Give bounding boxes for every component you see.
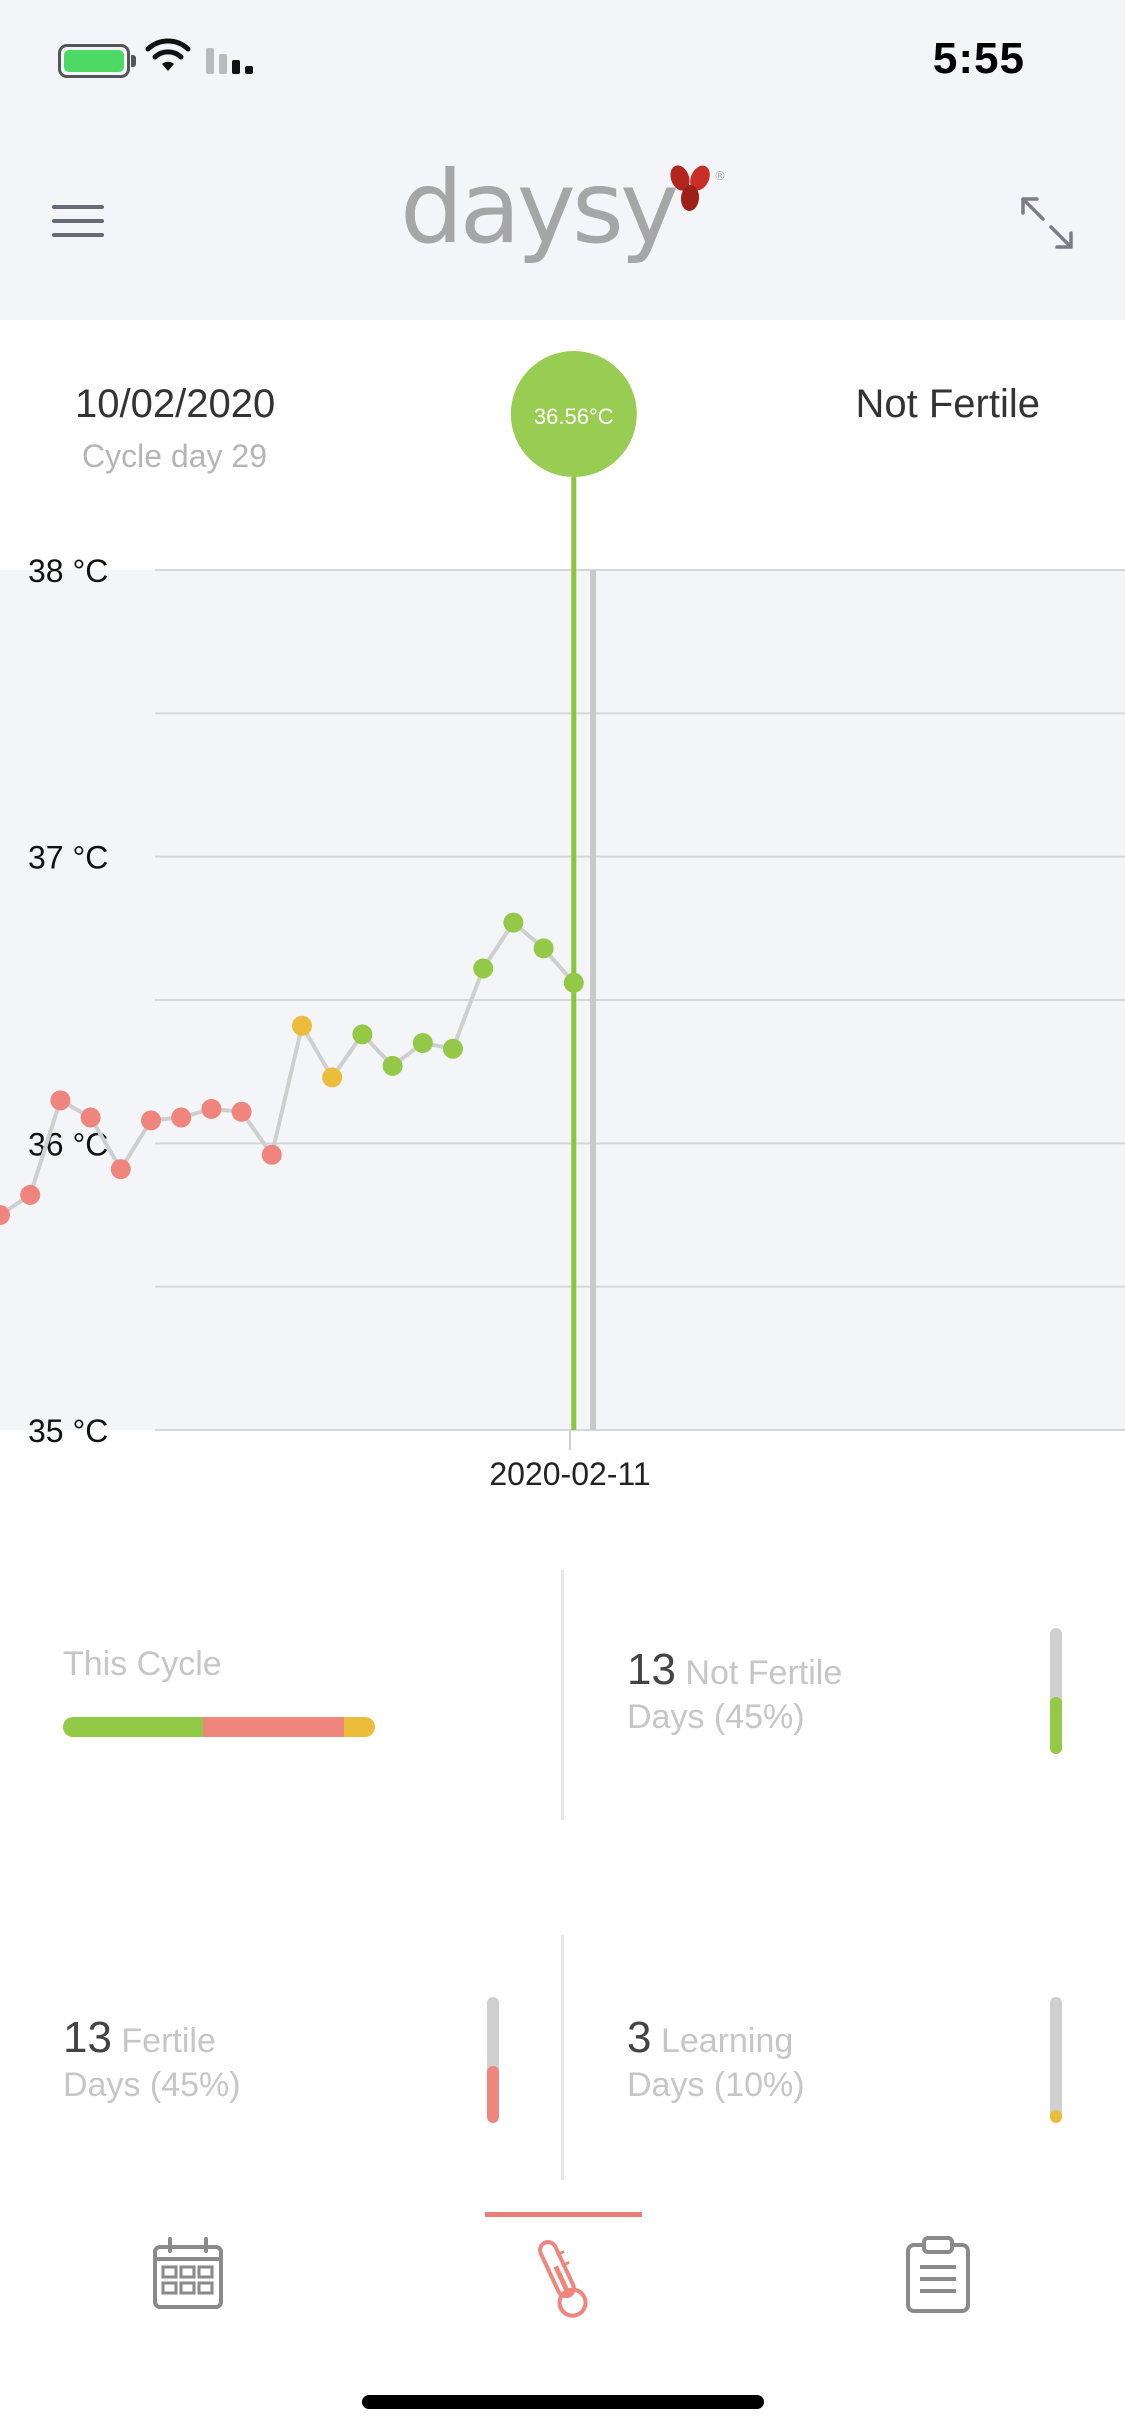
data-point — [322, 1067, 343, 1088]
selected-date: 10/02/2020 — [75, 382, 276, 426]
calendar-icon — [153, 2237, 223, 2309]
chart-svg[interactable]: 38 °C 37 °C 36 °C 35 °C 36.56°C 2020-02-11 — [0, 320, 1125, 1520]
learning-label: Learning — [660, 2022, 794, 2060]
app-header: daysy ® — [0, 130, 1125, 320]
expand-icon[interactable] — [1019, 195, 1075, 251]
data-point — [563, 972, 584, 993]
learning-stat: 3 Learning Days (10%) — [627, 2016, 805, 2107]
active-tab-indicator — [485, 2212, 642, 2217]
plot-margin — [0, 570, 155, 1430]
fertile-label: Fertile — [121, 2022, 216, 2060]
cycle-bar-segment-not_fertile — [63, 1717, 204, 1737]
selected-temp-label: 36.56°C — [534, 404, 614, 429]
data-point — [443, 1038, 463, 1059]
fertile-count: 13 — [63, 2013, 112, 2062]
stats-divider-top — [561, 1570, 564, 1820]
data-point — [201, 1098, 222, 1119]
svg-text:daysy: daysy — [400, 160, 677, 266]
not-fertile-bar — [1050, 1628, 1062, 1754]
wifi-icon — [145, 38, 191, 71]
fertility-status: Not Fertile — [855, 382, 1041, 426]
cycle-stats: This Cycle 13 Not Fertile Days (45%) 13 … — [0, 1560, 1125, 2185]
data-point — [80, 1107, 101, 1128]
fertile-days: Days (45%) — [63, 2066, 241, 2104]
thermometer-icon — [538, 2240, 588, 2318]
learning-days: Days (10%) — [627, 2066, 805, 2104]
tab-thermometer[interactable] — [482, 2235, 642, 2345]
data-point — [231, 1101, 252, 1122]
x-axis-label: 2020-02-11 — [489, 1456, 650, 1492]
data-point — [50, 1090, 71, 1111]
data-point — [261, 1144, 282, 1165]
battery-cap — [131, 55, 136, 67]
stats-divider-bottom — [561, 1935, 564, 2185]
data-point — [473, 958, 494, 979]
y-tick-label: 36 °C — [28, 1126, 108, 1162]
learning-count: 3 — [627, 2013, 652, 2062]
data-point — [110, 1159, 131, 1180]
this-cycle-label: This Cycle — [63, 1645, 222, 1683]
cycle-day-label: Cycle day 29 — [82, 438, 267, 474]
svg-text:®: ® — [714, 169, 726, 183]
status-time: 5:55 — [932, 34, 1025, 83]
not-fertile-stat: 13 Not Fertile Days (45%) — [627, 1648, 842, 1739]
learning-bar — [1050, 1997, 1062, 2123]
y-tick-label: 38 °C — [28, 553, 108, 589]
tab-calendar[interactable] — [108, 2235, 268, 2345]
home-indicator — [362, 2395, 764, 2409]
data-point — [141, 1110, 161, 1131]
data-point — [352, 1024, 373, 1045]
selected-temp-bubble — [510, 351, 637, 477]
data-point — [533, 938, 554, 959]
cycle-bar-segment-learning — [343, 1717, 375, 1737]
daysy-logo: daysy ® — [400, 149, 730, 280]
menu-icon[interactable] — [52, 205, 104, 245]
not-fertile-days: Days (45%) — [627, 1698, 805, 1736]
status-bar: 5:55 — [0, 0, 1125, 130]
data-point — [292, 1015, 312, 1036]
cycle-progress-bar — [63, 1717, 375, 1737]
data-point — [412, 1033, 433, 1053]
clipboard-icon — [906, 2236, 970, 2313]
fertile-bar — [487, 1997, 499, 2123]
data-point — [0, 1205, 10, 1225]
fertile-stat: 13 Fertile Days (45%) — [63, 2016, 241, 2107]
signal-icon — [206, 48, 253, 74]
battery-icon — [58, 44, 130, 78]
data-point — [382, 1055, 403, 1076]
logo-mark: daysy ® — [400, 149, 726, 266]
y-tick-label: 35 °C — [28, 1413, 108, 1449]
not-fertile-label: Not Fertile — [685, 1654, 843, 1692]
tab-bar — [0, 2180, 1125, 2436]
data-point — [503, 912, 524, 933]
tab-notes[interactable] — [858, 2235, 1018, 2345]
not-fertile-count: 13 — [627, 1645, 676, 1694]
temperature-chart[interactable]: 38 °C 37 °C 36 °C 35 °C 36.56°C 2020-02-11 — [0, 320, 1125, 1520]
y-tick-label: 37 °C — [28, 840, 108, 876]
data-point — [171, 1107, 192, 1128]
data-point — [20, 1184, 41, 1205]
cycle-bar-segment-fertile — [203, 1717, 344, 1737]
